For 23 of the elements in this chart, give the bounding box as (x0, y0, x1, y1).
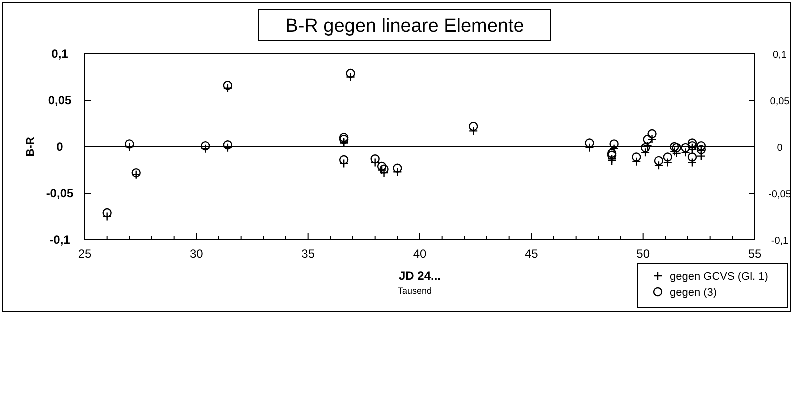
x-axis-title: JD 24... (398, 269, 442, 283)
legend-label: gegen GCVS (Gl. 1) (670, 271, 768, 283)
x-tick-label: 25 (78, 247, 92, 261)
y2-tick-label: 0,1 (773, 50, 788, 61)
chart-title: B-R gegen lineare Elemente (286, 16, 524, 37)
text: Tausend (398, 286, 432, 296)
y2-tick-label: 0 (777, 143, 784, 154)
y2-tick-label: -0,1 (771, 236, 790, 247)
x-tick-label: 40 (413, 247, 427, 261)
y-tick-label: -0,1 (50, 233, 71, 247)
x-tick-label: 45 (524, 247, 539, 261)
y2-tick-label: -0,05 (768, 190, 792, 200)
y-tick-label: 0,05 (48, 94, 72, 108)
y-tick-label: 0,1 (52, 47, 69, 61)
x-tick-label: 50 (636, 247, 650, 261)
x-tick-label: 55 (748, 247, 762, 261)
x-tick-label: 35 (302, 247, 316, 261)
legend-label: gegen (3) (670, 287, 718, 299)
y-axis-title: B-R (25, 137, 37, 157)
y-tick-label: -0,05 (46, 186, 74, 200)
x-tick-label: 30 (190, 247, 204, 261)
y-tick-label: 0 (56, 140, 64, 154)
y2-tick-label: 0,05 (770, 96, 790, 108)
